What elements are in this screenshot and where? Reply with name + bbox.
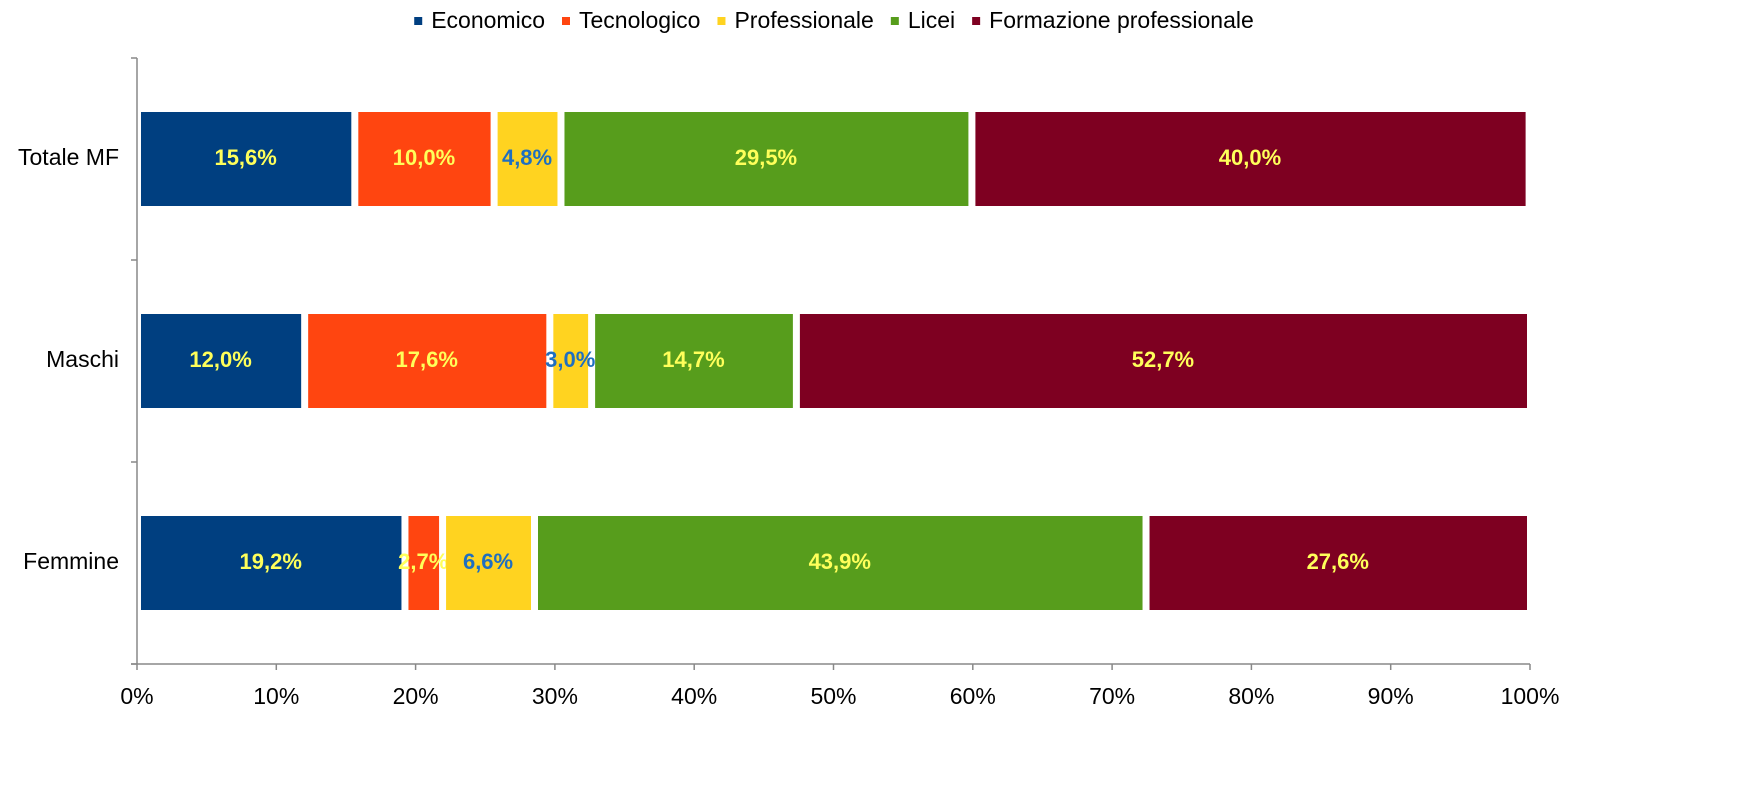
- value-label: 2,7%: [398, 549, 448, 574]
- bar-segment: [308, 314, 547, 408]
- value-label: 19,2%: [240, 549, 302, 574]
- value-label: 40,0%: [1219, 145, 1281, 170]
- x-tick-label: 10%: [253, 683, 299, 709]
- bar-segment: [141, 314, 302, 408]
- x-tick-label: 50%: [810, 683, 856, 709]
- bar-segment: [799, 314, 1527, 408]
- value-label: 43,9%: [809, 549, 871, 574]
- y-tick-label: Totale MF: [18, 144, 119, 170]
- x-tick-label: 60%: [950, 683, 996, 709]
- value-label: 27,6%: [1307, 549, 1369, 574]
- bar-segment: [141, 112, 352, 206]
- legend-swatch: [890, 17, 899, 25]
- value-label: 14,7%: [662, 347, 724, 372]
- bar-segment: [538, 516, 1143, 610]
- x-tick-label: 100%: [1501, 683, 1560, 709]
- bar-segment: [1149, 516, 1527, 610]
- value-label: 15,6%: [214, 145, 276, 170]
- legend-label: Licei: [908, 7, 955, 33]
- x-tick-label: 70%: [1089, 683, 1135, 709]
- bar-segment: [595, 314, 793, 408]
- x-tick-label: 30%: [532, 683, 578, 709]
- x-tick-label: 20%: [393, 683, 439, 709]
- legend-swatch: [972, 17, 981, 25]
- x-tick-label: 90%: [1368, 683, 1414, 709]
- value-label: 12,0%: [189, 347, 251, 372]
- legend-label: Economico: [431, 7, 545, 33]
- legend-swatch: [717, 17, 726, 25]
- bar-segment: [358, 112, 491, 206]
- legend: Economico Tecnologico Professionale Licei Fo…: [414, 7, 1254, 33]
- bar-segment: [141, 516, 402, 610]
- bar-segment: [553, 314, 589, 408]
- x-tick-label: 0%: [120, 683, 153, 709]
- value-label: 10,0%: [393, 145, 455, 170]
- y-tick-label: Femmine: [23, 548, 119, 574]
- x-tick-label: 40%: [671, 683, 717, 709]
- legend-swatch: [414, 17, 423, 25]
- legend-label: Tecnologico: [579, 7, 700, 33]
- bar-segment: [564, 112, 969, 206]
- value-label: 29,5%: [735, 145, 797, 170]
- value-label: 17,6%: [396, 347, 458, 372]
- value-label: 3,0%: [545, 347, 595, 372]
- y-tick-label: Maschi: [46, 346, 119, 372]
- bar-segment: [446, 516, 532, 610]
- value-label: 4,8%: [502, 145, 552, 170]
- legend-label: Professionale: [734, 7, 873, 33]
- bar-segment: [408, 516, 440, 610]
- x-tick-label: 80%: [1228, 683, 1274, 709]
- legend-label: Formazione professionale: [989, 7, 1254, 33]
- bar-segment: [975, 112, 1526, 206]
- legend-swatch: [562, 17, 570, 25]
- bar-segment: [497, 112, 558, 206]
- value-label: 6,6%: [463, 549, 513, 574]
- value-label: 52,7%: [1132, 347, 1194, 372]
